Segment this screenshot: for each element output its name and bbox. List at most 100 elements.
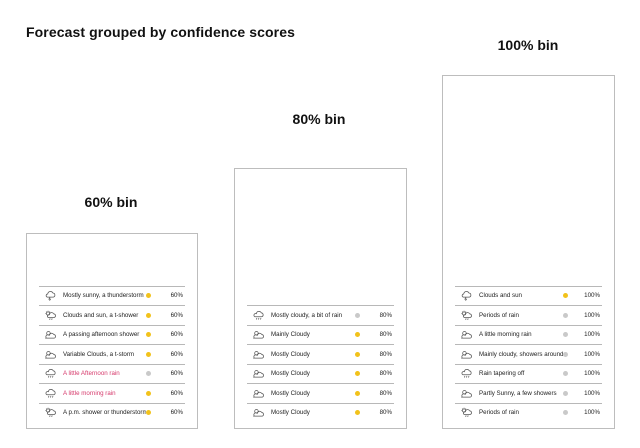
forecast-condition: Mainly cloudy, showers around: [479, 350, 563, 358]
confidence-dot-gray: [563, 312, 568, 318]
confidence-value: 60%: [170, 409, 183, 417]
forecast-condition: Partly Sunny, a few showers: [479, 389, 557, 397]
confidence-dot-yellow: [355, 371, 360, 377]
bin-card-80: Mostly cloudy, a bit of rain 80% Mainly Cl…: [234, 168, 407, 429]
confidence-value: 60%: [170, 292, 183, 300]
confidence-dot-yellow: [146, 293, 151, 299]
forecast-row: A passing afternoon shower 60%: [39, 324, 185, 345]
forecast-condition: Mostly Cloudy: [271, 409, 310, 417]
forecast-condition: Periods of rain: [479, 409, 519, 417]
confidence-dot-gray: [146, 371, 151, 377]
forecast-row: Mostly sunny, a thunderstorm 60%: [39, 285, 185, 306]
bin-rows: Mostly cloudy, a bit of rain 80% Mainly Cl…: [247, 305, 394, 422]
forecast-condition: Rain tapering off: [479, 370, 525, 378]
sun-cloud-rain-icon: [459, 407, 473, 419]
confidence-value: 80%: [379, 331, 392, 339]
forecast-row: A little Afternoon rain 60%: [39, 363, 185, 384]
confidence-value: 60%: [170, 311, 183, 319]
confidence-dot-yellow: [355, 332, 360, 338]
forecast-row: Clouds and sun, a t-shower 60%: [39, 305, 185, 325]
forecast-condition: Mostly Cloudy: [271, 350, 310, 358]
forecast-row: Mostly Cloudy 80%: [247, 363, 394, 384]
cloud-sun-icon: [251, 348, 265, 360]
storm-icon: [459, 290, 473, 302]
cloud-sun-icon: [43, 329, 57, 341]
forecast-condition: Mostly Cloudy: [271, 389, 310, 397]
forecast-condition: Periods of rain: [479, 311, 519, 319]
forecast-row: Partly Sunny, a few showers 100%: [455, 383, 602, 403]
confidence-dot-yellow: [146, 312, 151, 318]
confidence-value: 60%: [170, 350, 183, 358]
confidence-value: 80%: [379, 311, 392, 319]
bin-rows: Mostly sunny, a thunderstorm 60% Clouds an…: [39, 285, 185, 423]
confidence-value: 100%: [584, 311, 600, 319]
forecast-row: Mostly Cloudy 80%: [247, 402, 394, 423]
confidence-dot-gray: [355, 312, 360, 318]
bin-title-80: 80% bin: [292, 111, 346, 127]
cloud-rain-icon: [43, 387, 57, 399]
forecast-row: Rain tapering off 100%: [455, 363, 602, 384]
cloud-sun-icon: [251, 368, 265, 380]
confidence-dot-yellow: [355, 351, 360, 357]
forecast-row: A p.m. shower or thunderstorm 60%: [39, 402, 185, 423]
page-title: Forecast grouped by confidence scores: [26, 24, 295, 40]
confidence-dot-yellow: [355, 410, 360, 416]
bin-rows: Clouds and sun 100% Periods of rain 100% A l…: [455, 285, 602, 423]
forecast-condition: Mostly cloudy, a bit of rain: [271, 311, 343, 319]
forecast-row: Mostly cloudy, a bit of rain 80%: [247, 305, 394, 325]
confidence-value: 80%: [379, 409, 392, 417]
forecast-row: Periods of rain 100%: [455, 305, 602, 325]
confidence-value: 100%: [584, 331, 600, 339]
forecast-condition: Variable Clouds, a t-storm: [63, 350, 135, 358]
forecast-row: Mainly cloudy, showers around 100%: [455, 344, 602, 364]
confidence-dot-gray: [563, 351, 568, 357]
confidence-dot-gray: [563, 332, 568, 338]
bin-card-60: Mostly sunny, a thunderstorm 60% Clouds an…: [26, 233, 198, 429]
forecast-condition: Clouds and sun, a t-shower: [63, 311, 139, 319]
confidence-value: 100%: [584, 292, 600, 300]
forecast-condition: A little morning rain: [63, 389, 116, 397]
forecast-condition: A p.m. shower or thunderstorm: [63, 409, 146, 417]
forecast-condition: A little Afternoon rain: [63, 370, 120, 378]
forecast-row: Mostly Cloudy 80%: [247, 344, 394, 364]
cloud-sun-icon: [43, 348, 57, 360]
cloud-sun-icon: [459, 387, 473, 399]
confidence-dot-yellow: [146, 390, 151, 396]
cloud-sun-icon: [251, 407, 265, 419]
forecast-row: Mostly Cloudy 80%: [247, 383, 394, 403]
sun-cloud-rain-icon: [43, 407, 57, 419]
cloud-sun-icon: [459, 348, 473, 360]
confidence-dot-yellow: [146, 332, 151, 338]
cloud-rain-icon: [43, 368, 57, 380]
forecast-row: A little morning rain 60%: [39, 383, 185, 403]
cloud-sun-icon: [251, 387, 265, 399]
forecast-condition: A passing afternoon shower: [63, 331, 140, 339]
cloud-rain-icon: [459, 368, 473, 380]
forecast-condition: Mainly Cloudy: [271, 331, 310, 339]
confidence-value: 80%: [379, 389, 392, 397]
forecast-row: Mainly Cloudy 80%: [247, 324, 394, 345]
forecast-condition: Mostly sunny, a thunderstorm: [63, 292, 144, 300]
confidence-dot-yellow: [563, 293, 568, 299]
forecast-row: Clouds and sun 100%: [455, 285, 602, 306]
confidence-dot-gray: [563, 371, 568, 377]
confidence-value: 100%: [584, 409, 600, 417]
confidence-value: 100%: [584, 370, 600, 378]
bin-title-100: 100% bin: [497, 37, 559, 53]
cloud-rain-icon: [251, 309, 265, 321]
cloud-sun-icon: [251, 329, 265, 341]
storm-icon: [43, 290, 57, 302]
bin-title-60: 60% bin: [84, 194, 138, 210]
confidence-dot-gray: [563, 410, 568, 416]
confidence-value: 80%: [379, 350, 392, 358]
bin-card-100: Clouds and sun 100% Periods of rain 100% A l…: [442, 75, 615, 429]
confidence-dot-yellow: [355, 390, 360, 396]
cloud-sun-icon: [459, 329, 473, 341]
forecast-row: Variable Clouds, a t-storm 60%: [39, 344, 185, 364]
sun-cloud-rain-icon: [459, 309, 473, 321]
forecast-condition: Mostly Cloudy: [271, 370, 310, 378]
confidence-dot-yellow: [146, 351, 151, 357]
forecast-row: Periods of rain 100%: [455, 402, 602, 423]
sun-cloud-rain-icon: [43, 309, 57, 321]
confidence-value: 100%: [584, 389, 600, 397]
